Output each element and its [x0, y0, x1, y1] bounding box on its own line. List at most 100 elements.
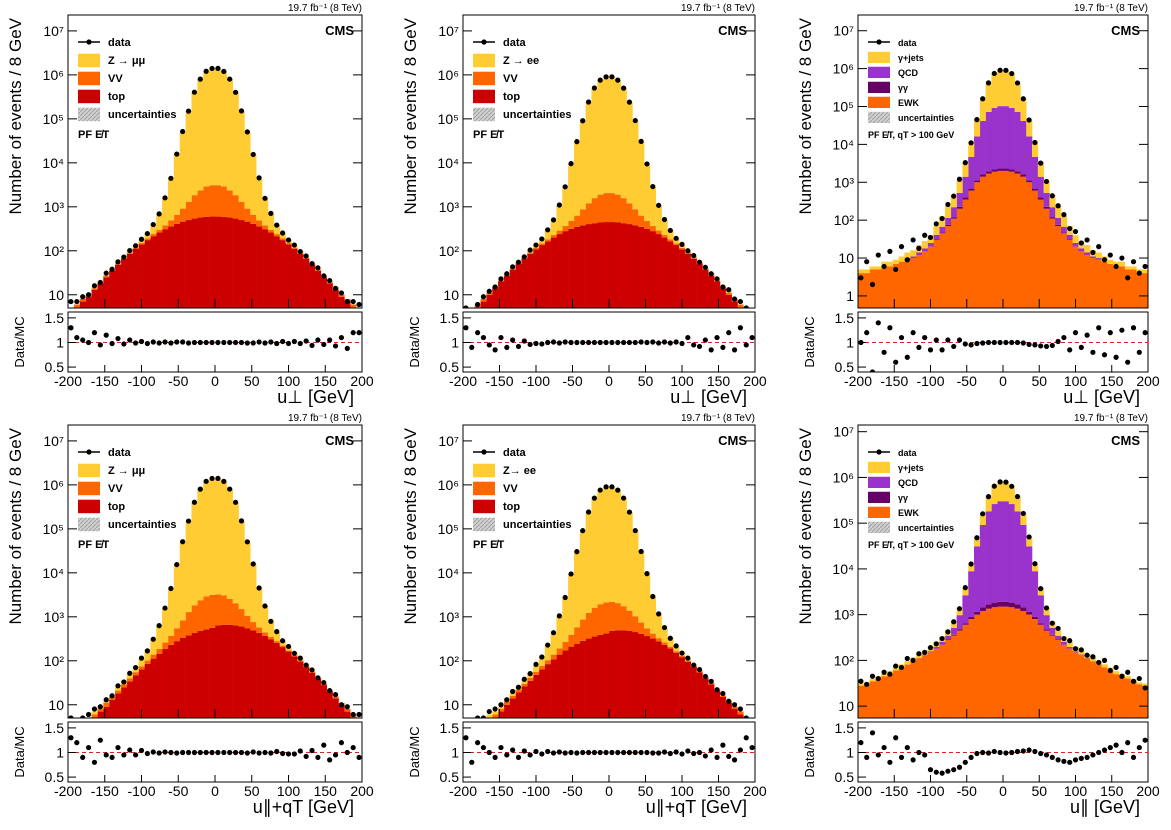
stack-segment	[1009, 74, 1015, 108]
data-point	[876, 252, 881, 257]
data-point	[703, 265, 708, 270]
legend-swatch	[473, 464, 495, 478]
x-tick-label: -200	[54, 783, 82, 799]
stack-segment	[621, 88, 627, 198]
stack-segment	[168, 589, 174, 636]
stack-segment	[92, 715, 98, 718]
data-point	[726, 699, 731, 704]
ratio-point	[1125, 740, 1130, 745]
data-point	[957, 177, 962, 182]
ratio-point	[74, 335, 79, 340]
stack-segment	[197, 489, 203, 600]
ratio-point	[592, 340, 597, 345]
ratio-point	[598, 340, 603, 345]
ratio-point	[899, 335, 904, 340]
stack-segment	[1020, 177, 1026, 308]
data-point	[639, 549, 644, 554]
legend-swatch	[868, 477, 890, 488]
stack-segment	[239, 627, 245, 718]
data-point	[998, 479, 1003, 484]
data-point	[709, 679, 714, 684]
data-point	[615, 488, 620, 493]
stack-segment	[627, 611, 633, 631]
legend-swatch	[868, 52, 890, 63]
stack-segment	[1136, 682, 1142, 684]
stack-segment	[1113, 671, 1119, 674]
ratio-point	[86, 340, 91, 345]
stack-segment	[662, 643, 668, 645]
stack-segment	[209, 628, 215, 718]
ratio-point	[1021, 748, 1026, 753]
stack-segment	[1009, 486, 1015, 504]
stack-segment	[968, 571, 974, 617]
stack-segment	[962, 595, 968, 623]
stack-segment	[268, 230, 274, 233]
stack-segment	[262, 636, 268, 718]
y-tick-label: 10⁷	[43, 433, 64, 449]
stack-segment	[945, 226, 951, 308]
stack-segment	[92, 290, 98, 308]
stack-segment	[638, 551, 644, 622]
data-point	[568, 161, 573, 166]
data-point	[603, 484, 608, 489]
stack-segment	[644, 628, 650, 636]
stack-segment	[1067, 240, 1073, 308]
stack-segment	[627, 631, 633, 718]
data-point	[516, 260, 521, 265]
ratio-point	[916, 750, 921, 755]
stack-segment	[991, 486, 997, 504]
ratio-y-tick-label: 1	[451, 334, 459, 350]
y-tick-label: 10⁵	[43, 111, 64, 127]
data-point	[940, 216, 945, 221]
data-point	[998, 68, 1003, 73]
data-point	[115, 683, 120, 688]
data-point	[1108, 252, 1113, 257]
ratio-point	[315, 337, 320, 342]
stack-segment	[1015, 511, 1021, 604]
ratio-point	[1137, 745, 1142, 750]
stack-segment	[591, 88, 597, 198]
stack-segment	[545, 239, 551, 241]
stack-segment	[603, 602, 609, 633]
stack-segment	[1078, 251, 1084, 308]
stack-segment	[227, 79, 233, 190]
stack-segment	[286, 650, 292, 651]
stack-segment	[1125, 269, 1131, 308]
ratio-point	[516, 755, 521, 760]
stack-segment	[168, 178, 174, 220]
data-point	[516, 685, 521, 690]
stack-segment	[186, 612, 192, 635]
ratio-point	[487, 342, 492, 347]
experiment-label: CMS	[718, 433, 747, 448]
legend-label: data	[503, 447, 527, 459]
data-point	[916, 651, 921, 656]
data-point	[633, 528, 638, 533]
stack-segment	[203, 187, 209, 217]
ratio-point	[1131, 325, 1136, 330]
stack-segment	[521, 684, 527, 687]
data-point	[685, 248, 690, 253]
stack-segment	[591, 498, 597, 608]
x-tick-label: 50	[1031, 783, 1047, 799]
ratio-point	[239, 750, 244, 755]
y-tick-label: 10⁵	[43, 521, 64, 537]
legend-label: top	[108, 501, 125, 513]
stack-segment	[1009, 603, 1015, 608]
ratio-point	[110, 755, 115, 760]
ratio-point	[115, 745, 120, 750]
data-point	[1061, 636, 1066, 641]
stack-segment	[492, 712, 498, 715]
stack-segment	[1020, 525, 1026, 607]
ratio-point	[951, 767, 956, 772]
stack-segment	[1090, 661, 1096, 718]
ratio-point	[174, 339, 179, 344]
stack-segment	[726, 293, 732, 295]
ratio-point	[86, 745, 91, 750]
stack-segment	[997, 169, 1003, 171]
ratio-point	[104, 752, 109, 757]
stack-segment	[521, 259, 527, 308]
stack-segment	[679, 248, 685, 249]
ratio-point	[198, 340, 203, 345]
stack-segment	[1026, 612, 1032, 615]
stack-segment	[1038, 625, 1044, 718]
